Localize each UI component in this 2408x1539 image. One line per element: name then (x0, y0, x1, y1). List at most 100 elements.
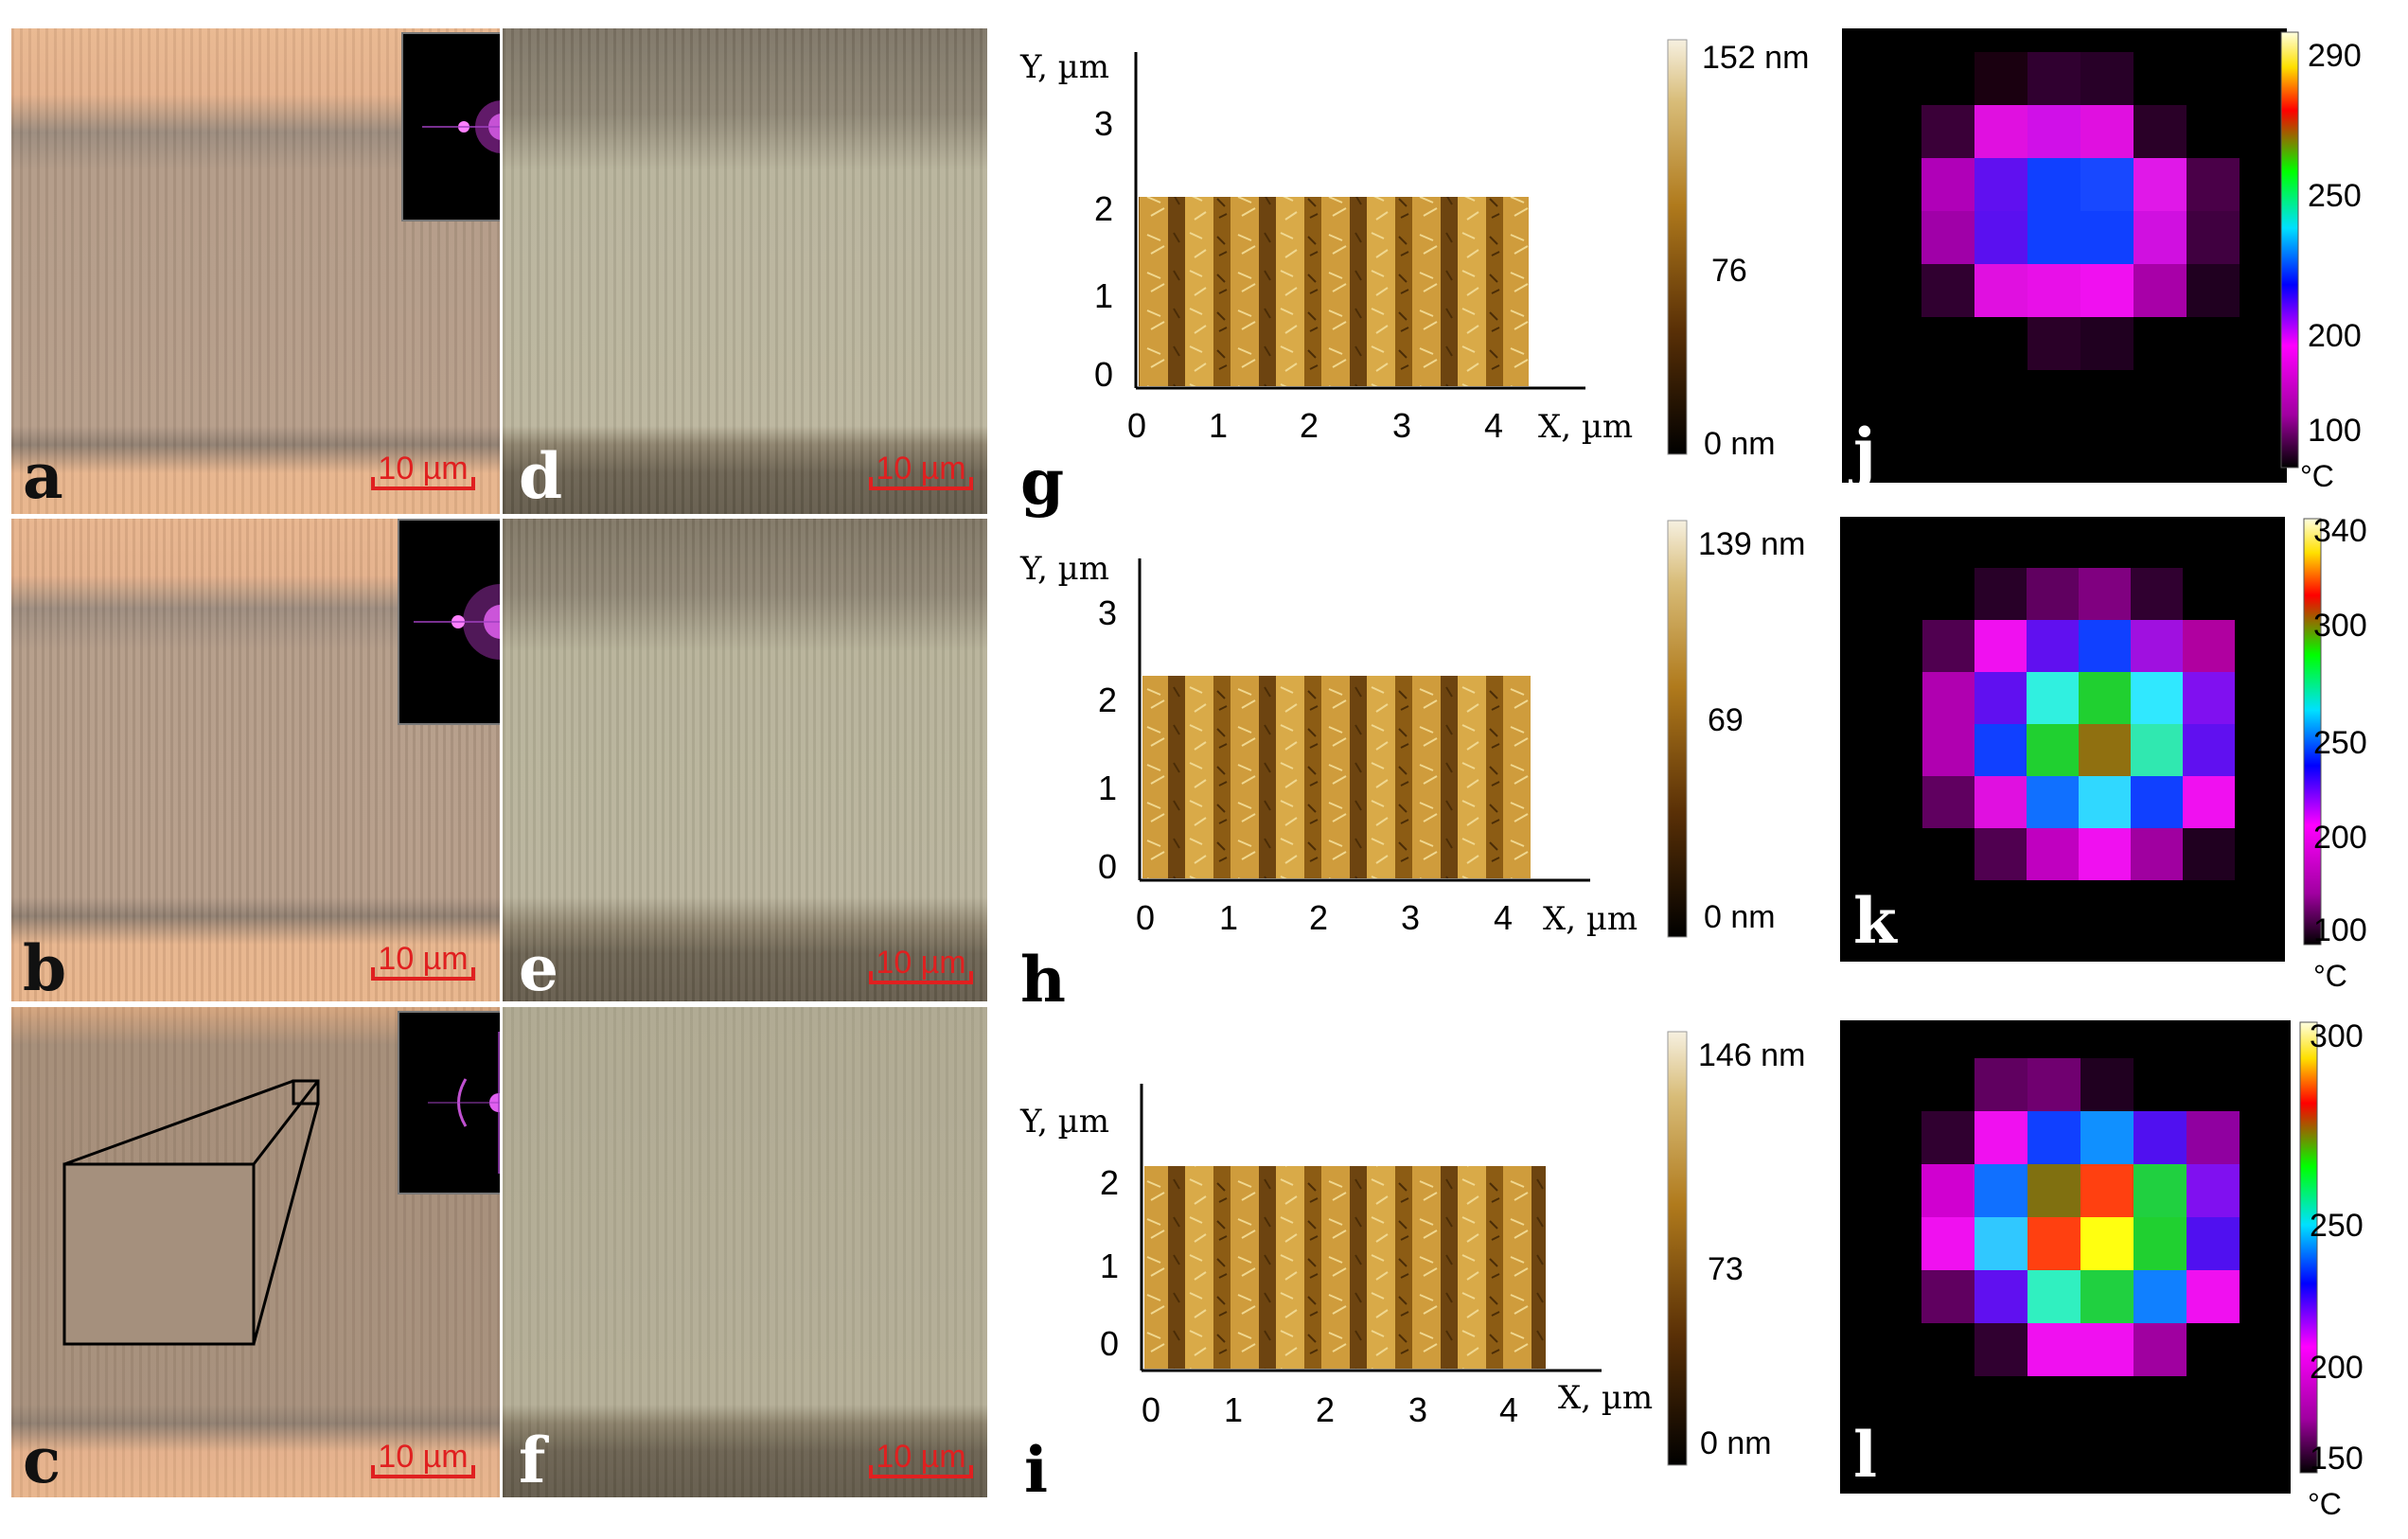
micrograph-a (11, 28, 500, 514)
colorbar-tick: 300 (2313, 608, 2367, 644)
thermal-pixel (2079, 568, 2131, 620)
thermal-pixel (2187, 1164, 2240, 1217)
thermal-pixel (2079, 776, 2131, 828)
thermal-pixel (2027, 828, 2079, 880)
thermal-pixel (2080, 1217, 2134, 1270)
colorbar-mid: 73 (1708, 1251, 1744, 1287)
afm-image-g (1139, 197, 1529, 386)
pixel-grid-j (1921, 52, 2240, 370)
x-axis-label: X, µm (1538, 408, 1633, 446)
thermal-pixel (1921, 105, 1974, 158)
thermal-pixel (1922, 724, 1974, 776)
fft-inset-a (401, 32, 500, 221)
pixel-grid-k (1922, 568, 2235, 880)
thermal-pixel (2027, 776, 2079, 828)
colorbar-unit: °C (2308, 1487, 2342, 1521)
panel-label-f: f (519, 1424, 546, 1497)
pixel-grid-l (1921, 1058, 2240, 1376)
y-tick: 0 (1098, 847, 1117, 886)
thermal-pixel (2080, 211, 2134, 264)
panel-label-i: i (1024, 1433, 1048, 1507)
colorbar-unit: °C (2313, 959, 2347, 993)
colorbar-tick: 100 (2308, 413, 2362, 449)
thermal-pixel (2080, 1164, 2134, 1217)
x-tick: 4 (1499, 1390, 1518, 1429)
panel-label-a: a (23, 439, 63, 513)
x-tick: 4 (1484, 406, 1503, 445)
x-tick: 1 (1209, 406, 1228, 445)
scale-bar-e: 10 µm (869, 946, 973, 984)
thermal-pixel (2187, 1111, 2240, 1164)
thermal-pixel (2183, 724, 2235, 776)
thermal-pixel (2134, 1111, 2187, 1164)
thermal-pixel (1922, 672, 1974, 724)
thermal-pixel (1974, 672, 2027, 724)
colorbar-tick: 250 (2308, 178, 2362, 214)
y-tick: 3 (1098, 593, 1117, 632)
thermal-pixel (1974, 211, 2027, 264)
panel-label-d: d (519, 439, 563, 513)
thermal-map-k: 340 300 250 200 100 °C k (1840, 513, 2367, 993)
height-colorbar (1667, 1031, 1688, 1466)
temperature-colorbar (2303, 518, 2322, 946)
thermal-pixel (2183, 672, 2235, 724)
thermal-pixel (2080, 317, 2134, 370)
thermal-pixel (1974, 264, 2027, 317)
thermal-pixel (2080, 1270, 2134, 1323)
y-tick: 1 (1094, 276, 1113, 315)
thermal-pixel (1922, 776, 1974, 828)
colorbar-max: 139 nm (1698, 526, 1805, 562)
thermal-pixel (2027, 105, 2080, 158)
micrograph-c (11, 1007, 500, 1497)
colorbar-min: 0 nm (1700, 1425, 1772, 1461)
colorbar-tick: 200 (2308, 318, 2362, 354)
x-tick: 3 (1401, 898, 1420, 937)
x-tick: 2 (1316, 1390, 1335, 1429)
thermal-pixel (1921, 1217, 1974, 1270)
temperature-colorbar (2299, 1021, 2318, 1474)
thermal-pixel (2027, 1058, 2080, 1111)
thermal-pixel (2183, 828, 2235, 880)
fft-inset-b (398, 519, 500, 725)
afm-plot-g: Y, µm 3 2 1 0 0 1 2 3 4 X, µm 152 nm 76 … (1019, 39, 1809, 519)
x-tick: 2 (1309, 898, 1328, 937)
thermal-pixel (2134, 1217, 2187, 1270)
thermal-pixel (2080, 158, 2134, 211)
thermal-pixel (2134, 105, 2187, 158)
thermal-pixel (2080, 1111, 2134, 1164)
thermal-pixel (1974, 1270, 2027, 1323)
thermal-pixel (2027, 620, 2079, 672)
y-axis-label: Y, µm (1019, 48, 1109, 86)
scale-bar-f: 10 µm (869, 1441, 973, 1478)
panel-label-h: h (1020, 943, 1066, 1017)
thermal-pixel (1974, 105, 2027, 158)
thermal-pixel (1974, 52, 2027, 105)
thermal-pixel (2134, 1323, 2187, 1376)
thermal-pixel (1974, 1164, 2027, 1217)
thermal-pixel (2187, 211, 2240, 264)
colorbar-tick: 290 (2308, 38, 2362, 74)
scale-bar-c: 10 µm (371, 1441, 475, 1478)
thermal-pixel (2134, 1164, 2187, 1217)
thermal-pixel (2134, 211, 2187, 264)
thermal-pixel (2080, 264, 2134, 317)
x-tick: 0 (1142, 1390, 1160, 1429)
thermal-pixel (2027, 1164, 2080, 1217)
scale-bar-d: 10 µm (869, 452, 973, 490)
thermal-pixel (1921, 211, 1974, 264)
y-tick: 3 (1094, 104, 1113, 143)
colorbar-tick: 250 (2310, 1208, 2364, 1244)
thermal-pixel (2079, 724, 2131, 776)
afm-image-i (1144, 1166, 1546, 1369)
y-tick: 2 (1094, 189, 1113, 228)
thermal-pixel (1974, 828, 2027, 880)
temperature-colorbar (2280, 31, 2299, 469)
thermal-pixel (2131, 568, 2183, 620)
thermal-pixel (1921, 158, 1974, 211)
thermal-pixel (2027, 1217, 2080, 1270)
x-tick: 3 (1392, 406, 1411, 445)
thermal-pixel (1922, 620, 1974, 672)
colorbar-mid: 76 (1711, 253, 1747, 289)
colorbar-tick: 150 (2310, 1441, 2364, 1477)
thermal-pixel (1974, 776, 2027, 828)
